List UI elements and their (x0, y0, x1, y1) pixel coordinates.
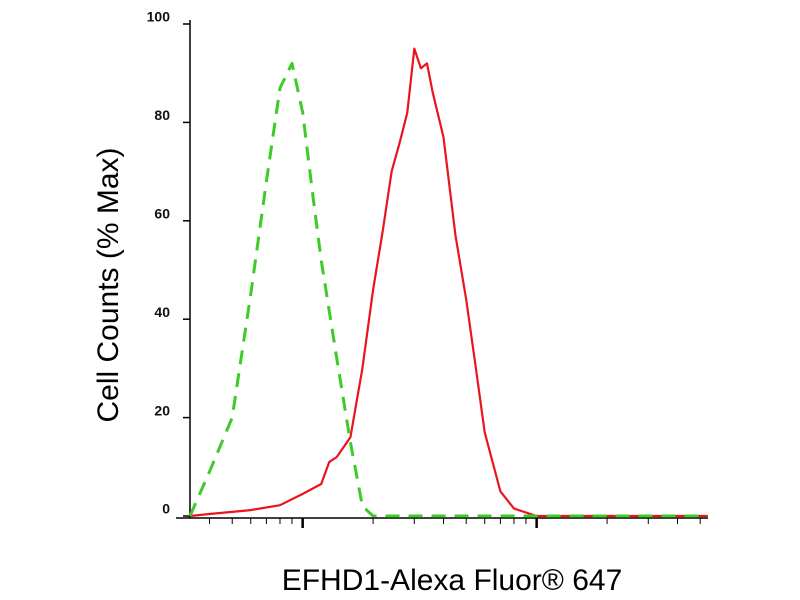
y-axis-label: Cell Counts (% Max) (92, 147, 125, 422)
series-line (188, 61, 708, 518)
y-tick-label: 100 (147, 9, 171, 25)
y-tick-label: 20 (154, 402, 170, 418)
y-tick-label: 0 (162, 501, 170, 517)
y-tick-label: 80 (154, 107, 170, 123)
series-line (189, 47, 708, 518)
x-axis-label: EFHD1-Alexa Fluor® 647 (282, 564, 623, 597)
y-tick-label: 40 (154, 304, 170, 320)
y-tick-label: 60 (154, 206, 170, 222)
